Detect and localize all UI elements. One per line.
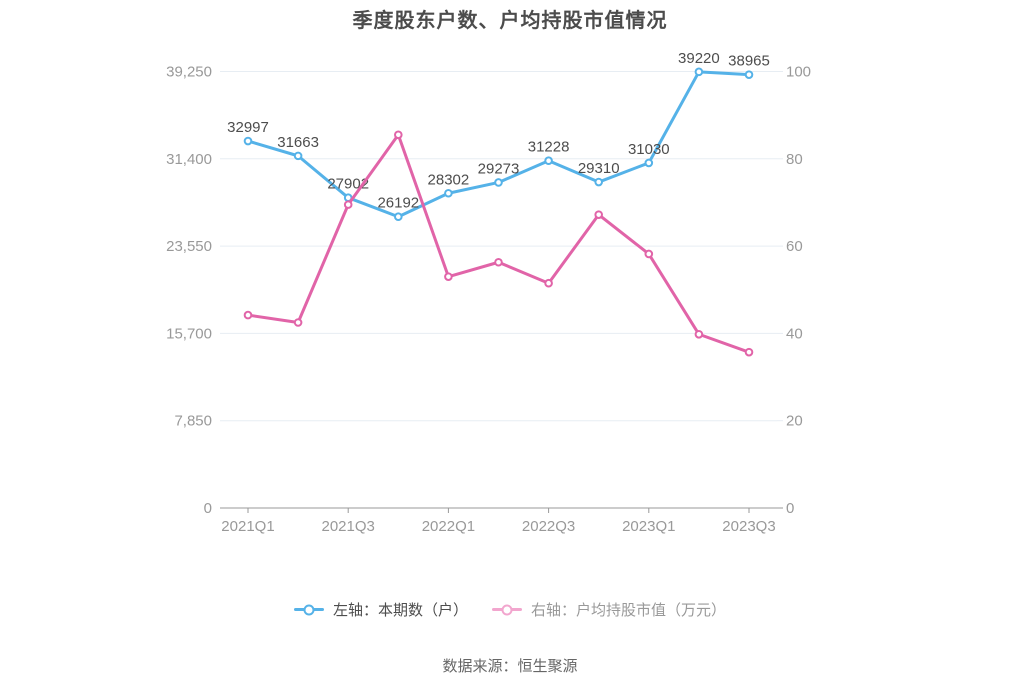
y-axis-left-label: 23,550 <box>166 238 212 255</box>
data-point[interactable] <box>494 178 503 187</box>
data-point[interactable] <box>544 156 553 166</box>
data-label: 31663 <box>277 134 319 151</box>
legend-line-marker-pink <box>492 604 522 615</box>
data-source: 数据来源：恒生聚源 <box>442 658 578 675</box>
data-point[interactable] <box>494 257 503 267</box>
x-axis-label: 2022Q3 <box>522 518 575 535</box>
data-label: 32997 <box>227 119 269 136</box>
y-axis-left-label: 7,850 <box>174 413 212 430</box>
legend-ring-icon <box>303 604 315 615</box>
data-label: 38965 <box>728 53 770 70</box>
y-axis-right-label: 100 <box>786 64 811 81</box>
data-point[interactable] <box>744 70 754 79</box>
legend-item-present-count[interactable]: 左轴：本期数（户） <box>293 599 468 620</box>
chart-title: 季度股东户数、户均持股市值情况 <box>352 10 668 32</box>
legend-label-present-count: 左轴：本期数（户） <box>332 602 468 619</box>
data-point[interactable] <box>243 310 253 320</box>
data-point[interactable] <box>394 130 403 140</box>
data-label: 39220 <box>678 50 720 67</box>
y-axis-left-label: 39,250 <box>166 64 212 81</box>
y-axis-right-label: 40 <box>786 325 803 342</box>
legend-line-marker-blue <box>293 604 324 615</box>
legend-label-avg-holding-value: 右轴：户均持股市值（万元） <box>531 602 727 619</box>
x-axis-label: 2021Q1 <box>221 518 274 535</box>
data-label: 28302 <box>428 171 470 188</box>
x-axis-label: 2023Q1 <box>622 518 675 535</box>
y-axis-left-label: 0 <box>204 500 212 517</box>
x-axis-label: 2022Q1 <box>422 518 475 535</box>
data-label: 31030 <box>628 141 670 158</box>
data-point[interactable] <box>243 136 253 146</box>
data-point[interactable] <box>694 67 704 77</box>
y-axis-left-label: 15,700 <box>166 325 212 342</box>
data-point[interactable] <box>394 212 403 222</box>
data-point[interactable] <box>293 151 303 161</box>
data-point[interactable] <box>694 329 704 339</box>
data-point[interactable] <box>444 272 453 281</box>
x-axis-label: 2023Q3 <box>722 518 775 535</box>
data-point[interactable] <box>744 347 754 357</box>
data-point[interactable] <box>594 177 604 187</box>
series-line-left <box>246 70 751 219</box>
x-axis-label: 2021Q3 <box>322 518 375 535</box>
legend-ring-icon <box>501 604 513 615</box>
y-axis-right-label: 0 <box>786 500 794 517</box>
data-label: 29310 <box>578 160 620 177</box>
legend: 左轴：本期数（户） 右轴：户均持股市值（万元） <box>0 599 1020 620</box>
data-point[interactable] <box>544 278 553 288</box>
data-label: 31228 <box>528 139 570 156</box>
data-point[interactable] <box>644 249 654 259</box>
y-axis-right-label: 80 <box>786 151 803 168</box>
data-point[interactable] <box>594 210 604 219</box>
data-label: 29273 <box>478 160 520 177</box>
y-axis-right-label: 60 <box>786 238 803 255</box>
legend-item-avg-holding-value[interactable]: 右轴：户均持股市值（万元） <box>492 599 726 620</box>
data-point[interactable] <box>444 188 453 198</box>
data-point[interactable] <box>293 318 303 327</box>
line-chart: 0 7,850 15,700 23,550 31,400 39,250 0 20 40 60 80 1… <box>166 50 811 535</box>
data-point[interactable] <box>343 200 353 209</box>
data-label: 26192 <box>377 195 419 212</box>
data-point[interactable] <box>644 158 654 168</box>
y-axis-left-label: 31,400 <box>166 151 212 168</box>
y-axis-right-label: 20 <box>786 413 803 430</box>
